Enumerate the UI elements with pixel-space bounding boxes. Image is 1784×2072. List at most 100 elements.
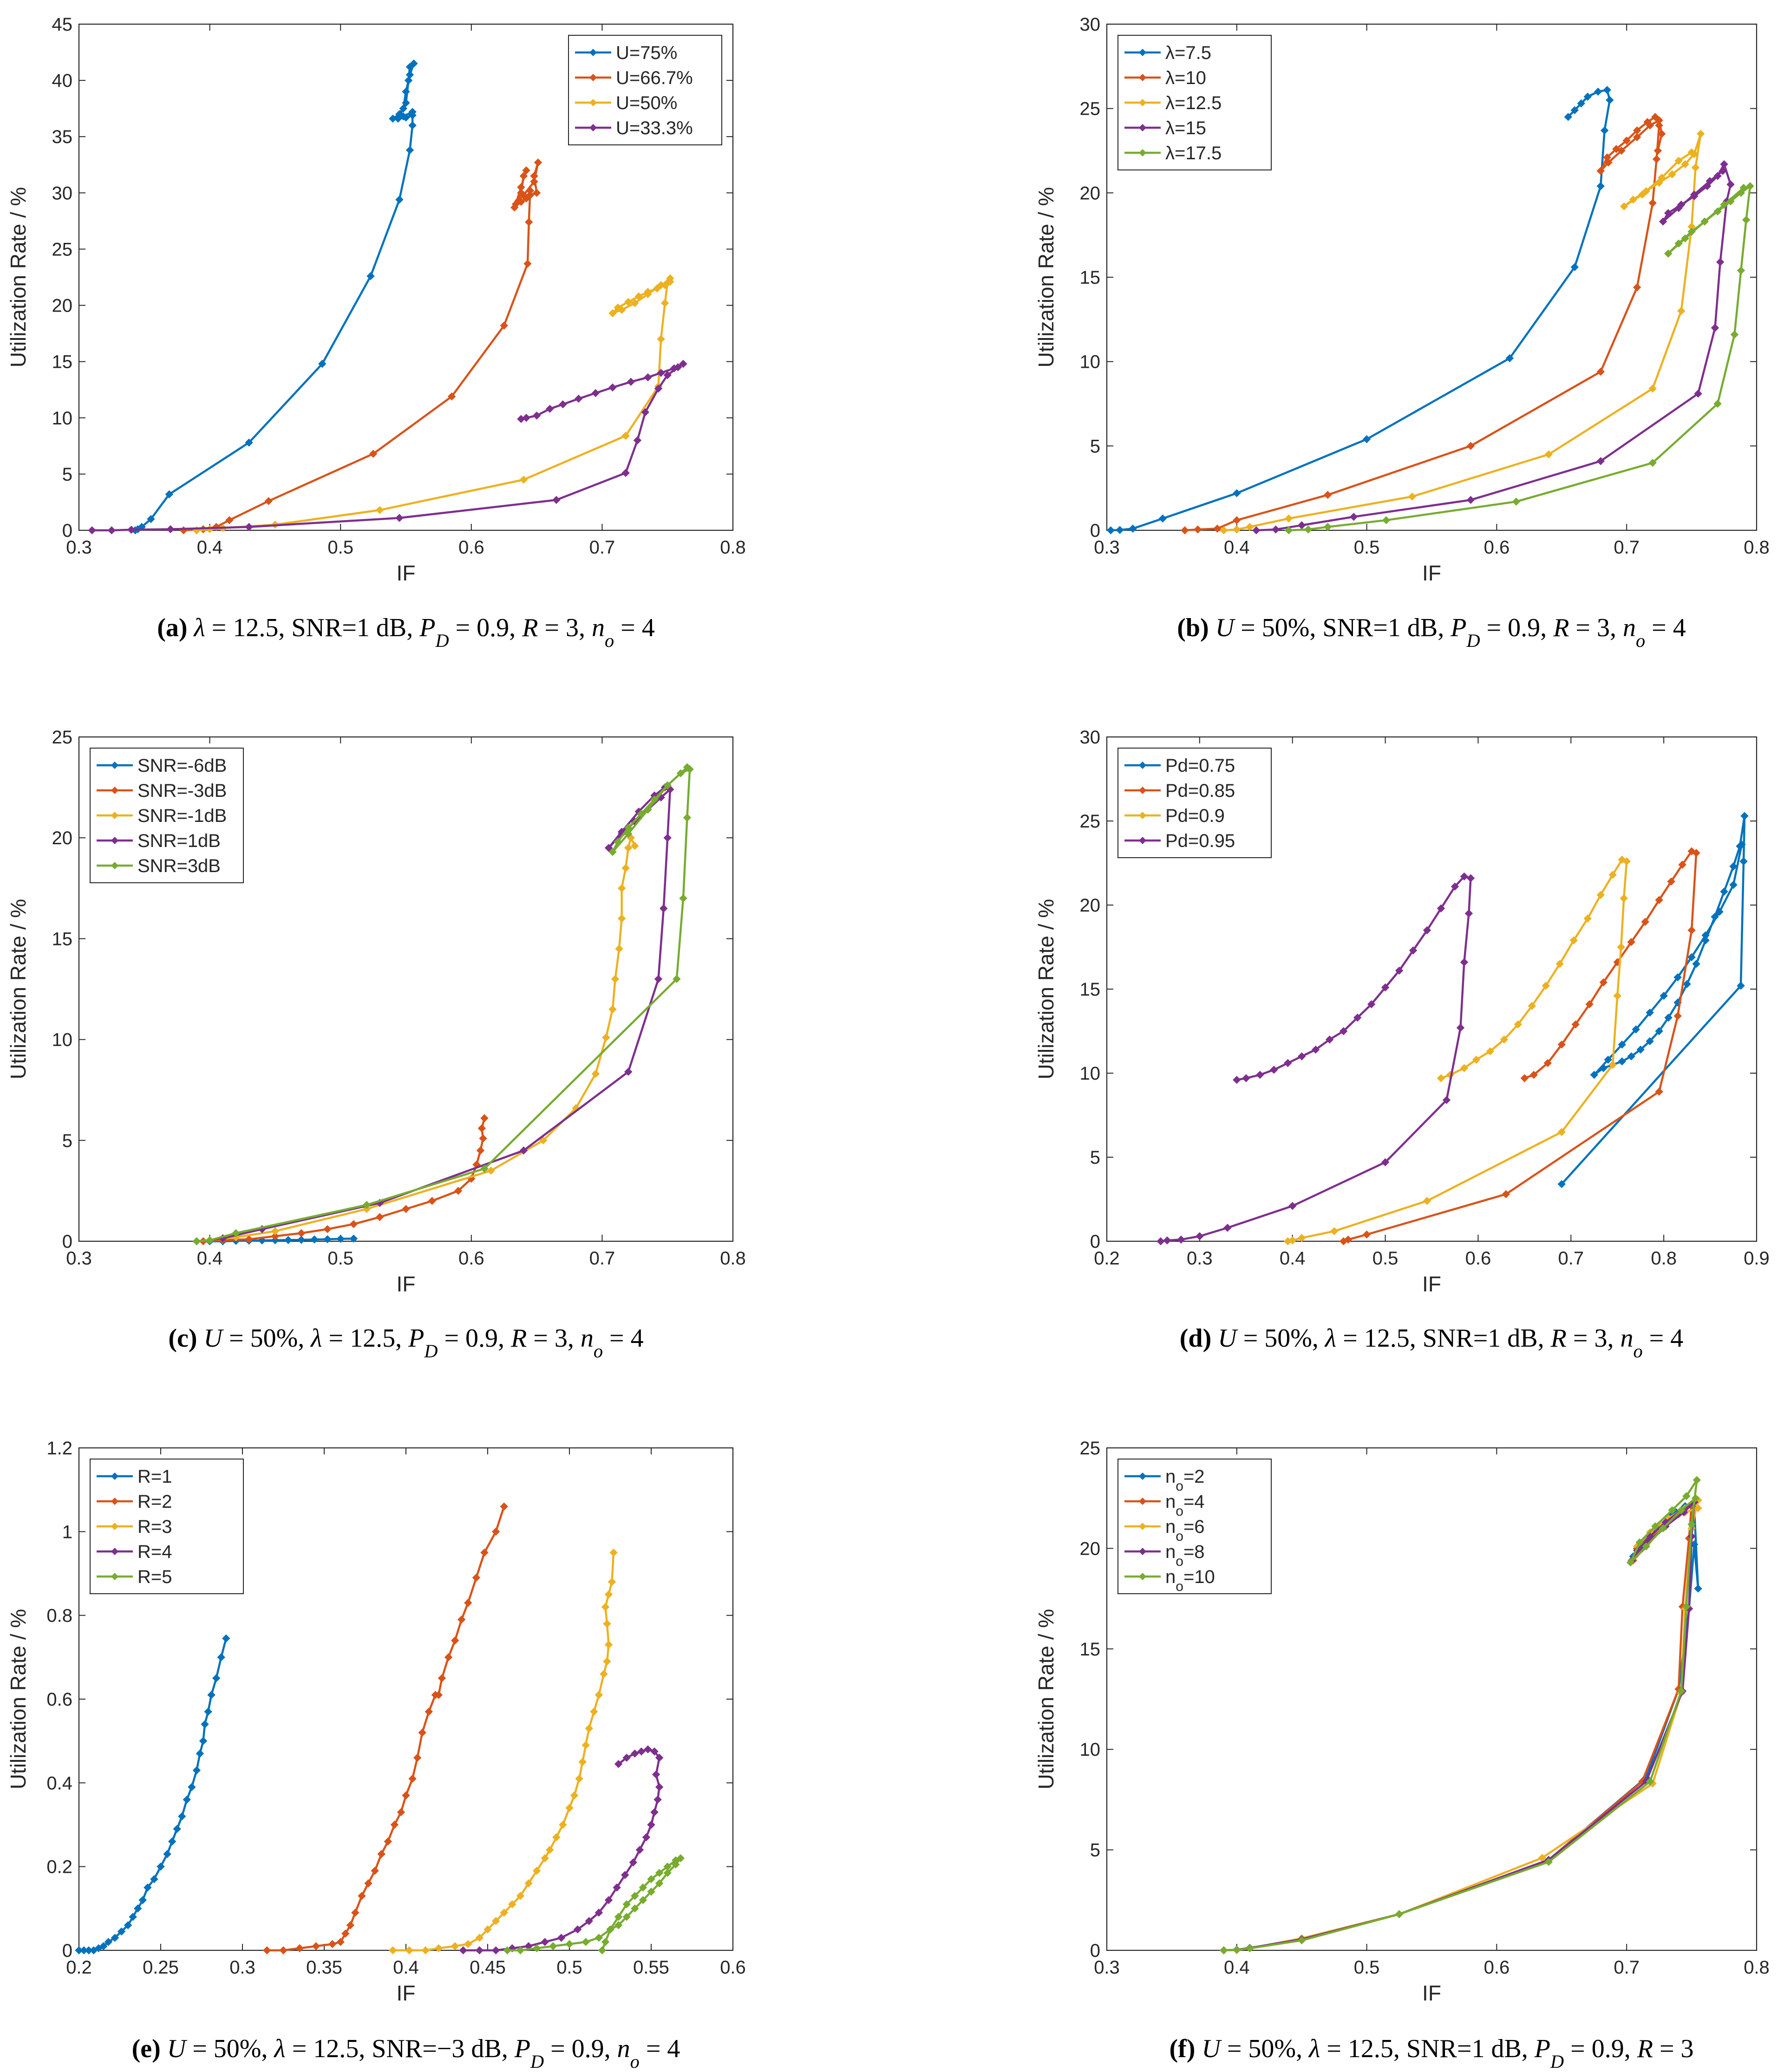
data-point-marker [637, 809, 646, 818]
data-point-marker [1674, 204, 1683, 212]
data-point-marker [1696, 130, 1705, 138]
data-point-marker [336, 1235, 345, 1243]
data-point-marker [1701, 936, 1710, 945]
x-tick-label: 0.3 [1094, 537, 1120, 558]
data-point-marker [604, 1641, 613, 1649]
data-point-marker [673, 975, 681, 983]
data-point-marker [1719, 167, 1727, 175]
data-point-marker [1196, 1232, 1204, 1240]
data-point-marker [1711, 912, 1719, 921]
data-point-marker [1668, 170, 1676, 179]
y-tick-label: 30 [1080, 14, 1101, 35]
y-tick-label: 0 [1090, 1231, 1100, 1252]
legend-swatch-marker [111, 862, 118, 869]
x-tick-label: 0.3 [1094, 1957, 1120, 1978]
y-tick-label: 5 [1090, 436, 1100, 456]
series-b-1 [1181, 113, 1666, 534]
data-point-marker [475, 1946, 484, 1955]
data-point-marker [425, 1707, 433, 1716]
data-point-marker [1720, 160, 1728, 169]
data-point-marker [297, 1229, 306, 1238]
y-tick-label: 10 [52, 408, 73, 429]
y-tick-label: 20 [52, 296, 73, 316]
data-point-marker [1288, 1236, 1297, 1245]
data-point-marker [519, 476, 528, 484]
data-point-marker [310, 1235, 319, 1244]
data-point-marker [1181, 526, 1189, 534]
data-point-marker [532, 411, 541, 420]
data-point-marker [609, 1548, 618, 1557]
data-point-marker [480, 1548, 489, 1557]
data-point-marker [644, 1745, 652, 1753]
data-point-marker [1677, 1506, 1686, 1514]
data-point-marker [644, 290, 652, 299]
data-point-marker [1687, 926, 1696, 935]
data-point-marker [575, 394, 583, 403]
data-point-marker [1456, 1023, 1465, 1032]
data-point-marker [1194, 525, 1202, 534]
y-axis-label: Utilization Rate / % [1034, 187, 1058, 368]
x-tick-label: 0.5 [1372, 1248, 1398, 1269]
data-point-marker [559, 1820, 567, 1829]
data-point-marker [1673, 1012, 1682, 1020]
data-point-marker [1746, 182, 1754, 190]
data-point-marker [1583, 92, 1592, 101]
data-point-marker [1437, 904, 1445, 912]
data-point-marker [546, 404, 554, 413]
x-tick-label: 0.7 [1614, 537, 1640, 558]
x-tick-label: 0.6 [1465, 1248, 1491, 1269]
data-point-marker [99, 1942, 108, 1950]
x-tick-label: 0.3 [66, 1248, 92, 1269]
legend-entry: λ=15 [1165, 118, 1206, 138]
data-point-marker [598, 1946, 607, 1955]
data-point-marker [263, 1946, 271, 1955]
data-point-marker [1604, 1056, 1612, 1064]
data-point-marker [657, 369, 665, 377]
data-point-marker [1648, 458, 1657, 467]
data-point-marker [201, 1720, 209, 1728]
data-point-marker [1651, 1522, 1660, 1531]
x-tick-label: 0.4 [197, 1248, 223, 1269]
data-point-marker [575, 1774, 583, 1783]
data-point-marker [1608, 871, 1617, 879]
series-line [1223, 1479, 1698, 1952]
data-point-marker [1618, 855, 1626, 864]
data-point-marker [480, 1114, 489, 1122]
data-point-marker [608, 1577, 616, 1586]
data-point-marker [1325, 1035, 1334, 1044]
data-point-marker [601, 1603, 610, 1611]
data-point-marker [475, 1934, 484, 1942]
data-point-marker [1408, 492, 1417, 501]
data-point-marker [1381, 1158, 1390, 1166]
data-point-marker [541, 1938, 549, 1946]
data-point-marker [405, 1946, 413, 1955]
data-point-marker [438, 1674, 446, 1682]
data-point-marker [1256, 1070, 1264, 1079]
data-point-marker [1571, 1020, 1580, 1029]
data-point-marker [1604, 158, 1613, 167]
series-c-1 [199, 1114, 489, 1245]
data-point-marker [408, 111, 417, 119]
data-point-marker [1233, 1075, 1241, 1084]
data-point-marker [1620, 202, 1628, 211]
legend-swatch-marker [111, 1473, 118, 1480]
data-point-marker [617, 306, 626, 314]
data-point-marker [635, 1845, 644, 1854]
x-tick-label: 0.5 [327, 537, 353, 558]
data-point-marker [657, 335, 665, 343]
legend-swatch-marker [1139, 124, 1146, 131]
data-point-marker [1596, 182, 1605, 190]
data-point-marker [633, 436, 642, 444]
data-point-marker [1620, 894, 1628, 903]
data-point-marker [451, 1636, 459, 1645]
data-point-marker [1737, 982, 1745, 990]
data-point-marker [1339, 1027, 1348, 1036]
data-point-marker [1233, 489, 1241, 497]
data-point-marker [1652, 155, 1661, 163]
y-tick-label: 20 [1080, 895, 1101, 916]
data-point-marker [1659, 217, 1667, 226]
legend-swatch-marker [589, 74, 597, 81]
legend-swatch-marker [1139, 812, 1146, 819]
data-point-marker [1544, 1857, 1553, 1866]
data-point-marker [1677, 1687, 1686, 1695]
